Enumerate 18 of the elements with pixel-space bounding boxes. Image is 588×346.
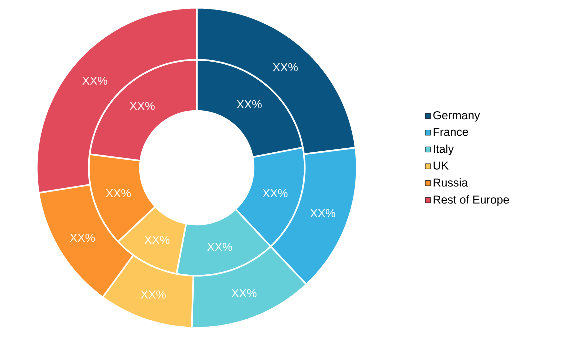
legend-label: Italy (434, 144, 454, 156)
data-label: XX% (70, 234, 96, 242)
data-label: XX% (237, 100, 262, 109)
data-label: XX% (82, 76, 108, 85)
legend-label: Russia (434, 178, 468, 187)
legend-label: Rest of Europe (434, 195, 510, 206)
legend-label: France (434, 128, 468, 136)
data-label: XX% (106, 189, 132, 198)
data-label: XX% (207, 243, 232, 252)
data-label: XX% (273, 63, 298, 72)
legend-label: Germany (434, 111, 480, 122)
data-label: XX% (262, 189, 288, 198)
legend-label: UK (434, 162, 449, 170)
data-label: XX% (141, 290, 166, 299)
data-label: XX% (144, 236, 170, 244)
data-label: XX% (232, 289, 257, 298)
data-label: XX% (130, 102, 155, 110)
data-label: XX% (310, 209, 336, 218)
